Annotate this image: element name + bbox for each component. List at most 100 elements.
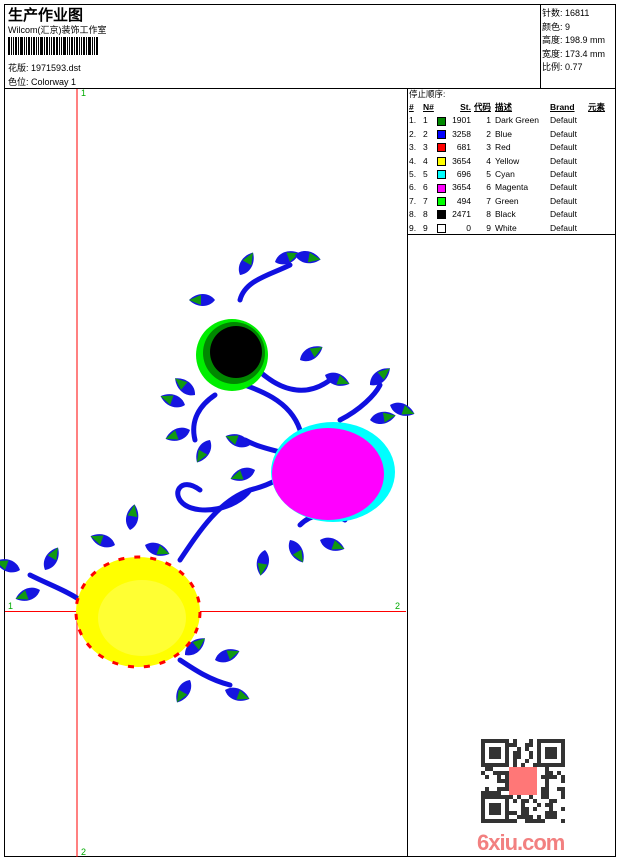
qr-module bbox=[493, 771, 497, 775]
info-3: 宽度: 173.4 mm bbox=[542, 47, 605, 60]
barcode-bar bbox=[44, 37, 45, 55]
qr-module bbox=[493, 763, 497, 767]
qr-module bbox=[529, 815, 533, 819]
qr-module bbox=[493, 751, 497, 755]
barcode-bar bbox=[76, 37, 78, 55]
color-swatch-cell bbox=[437, 170, 451, 180]
qr-module bbox=[493, 807, 497, 811]
sheet-frame bbox=[4, 4, 616, 857]
qr-module bbox=[545, 751, 549, 755]
color-code: 4 bbox=[486, 155, 491, 166]
info-value: 9 bbox=[565, 21, 571, 32]
qr-module bbox=[481, 759, 485, 763]
qr-module bbox=[525, 799, 529, 803]
qr-module bbox=[489, 819, 493, 823]
leaf bbox=[256, 550, 270, 576]
barcode-bar bbox=[40, 37, 43, 55]
qr-module bbox=[537, 755, 541, 759]
column-header: 描述 bbox=[495, 102, 513, 112]
color-code: 7 bbox=[486, 195, 491, 206]
colorway: 色位: Colorway 1 bbox=[8, 75, 76, 88]
qr-module bbox=[485, 767, 489, 771]
qr-module bbox=[497, 803, 501, 807]
qr-module bbox=[489, 751, 493, 755]
qr-module bbox=[545, 771, 549, 775]
row-number: 8 bbox=[423, 209, 428, 220]
qr-module bbox=[545, 755, 549, 759]
page-title: 生产作业图 bbox=[8, 7, 84, 24]
qr-module bbox=[497, 747, 501, 751]
leaf bbox=[160, 394, 185, 408]
company-name: Wilcom(汇京)装饰工作室 bbox=[8, 25, 107, 35]
color-swatch-cell bbox=[437, 196, 451, 206]
qr-module bbox=[537, 819, 541, 823]
qr-module bbox=[525, 815, 529, 819]
qr-module bbox=[489, 795, 493, 799]
qr-module bbox=[533, 799, 537, 803]
qr-module bbox=[497, 739, 501, 743]
color-code: 9 bbox=[486, 222, 491, 233]
qr-module bbox=[549, 763, 553, 767]
qr-module bbox=[485, 791, 489, 795]
qr-module bbox=[553, 775, 557, 779]
qr-module bbox=[553, 799, 557, 803]
qr-module bbox=[481, 819, 485, 823]
qr-module bbox=[513, 811, 517, 815]
barcode-bar bbox=[38, 37, 39, 55]
color-description: Black bbox=[495, 209, 516, 220]
info-4: 比例: 0.77 bbox=[542, 60, 583, 73]
qr-module bbox=[505, 803, 509, 807]
qr-module bbox=[525, 743, 529, 747]
qr-module bbox=[493, 739, 497, 743]
info-label: 针数: bbox=[542, 8, 563, 18]
qr-module bbox=[513, 799, 517, 803]
qr-module bbox=[505, 807, 509, 811]
row-index: 4. bbox=[409, 155, 417, 166]
column-header: 代码 bbox=[473, 102, 491, 112]
qr-module bbox=[505, 811, 509, 815]
axis-label-left: 1 bbox=[8, 601, 14, 611]
qr-module bbox=[497, 779, 501, 783]
qr-module bbox=[497, 751, 501, 755]
leaf bbox=[295, 250, 321, 264]
qr-module bbox=[505, 759, 509, 763]
row-index: 2. bbox=[409, 128, 417, 139]
color-code: 1 bbox=[486, 115, 491, 126]
table-row: 6. 6 3654 6 Magenta Default bbox=[409, 181, 616, 194]
barcode-bar bbox=[94, 37, 95, 55]
qr-module bbox=[541, 787, 545, 791]
qr-module bbox=[561, 795, 565, 799]
info-value: 173.4 mm bbox=[565, 48, 606, 59]
qr-module bbox=[509, 811, 513, 815]
qr-module bbox=[549, 815, 553, 819]
qr-module bbox=[553, 755, 557, 759]
row-index: 3. bbox=[409, 142, 417, 153]
qr-module bbox=[521, 807, 525, 811]
color-swatch bbox=[437, 183, 446, 193]
qr-module bbox=[493, 803, 497, 807]
leaf bbox=[370, 411, 396, 425]
qr-module bbox=[505, 751, 509, 755]
barcode-bar bbox=[61, 37, 62, 55]
barcode-bar bbox=[36, 37, 37, 55]
qr-module bbox=[537, 747, 541, 751]
barcode bbox=[8, 37, 118, 55]
qr-module bbox=[509, 819, 513, 823]
table-row: 4. 4 3654 4 Yellow Default bbox=[409, 155, 616, 168]
qr-module bbox=[505, 747, 509, 751]
barcode-bar bbox=[59, 37, 60, 55]
color-description: Magenta bbox=[495, 182, 529, 193]
barcode-bar bbox=[11, 37, 12, 55]
qr-module bbox=[553, 747, 557, 751]
thread-brand: Default bbox=[550, 142, 577, 153]
row-index: 6. bbox=[409, 182, 417, 193]
color-swatch-cell bbox=[437, 116, 451, 126]
row-number: 5 bbox=[423, 168, 428, 179]
stitch-count: 681 bbox=[456, 142, 471, 153]
qr-module bbox=[489, 803, 493, 807]
flower-magenta bbox=[271, 422, 395, 522]
qr-module bbox=[549, 755, 553, 759]
row-number: 3 bbox=[423, 142, 428, 153]
info-2: 高度: 198.9 mm bbox=[542, 33, 605, 46]
barcode-bar bbox=[8, 37, 10, 55]
